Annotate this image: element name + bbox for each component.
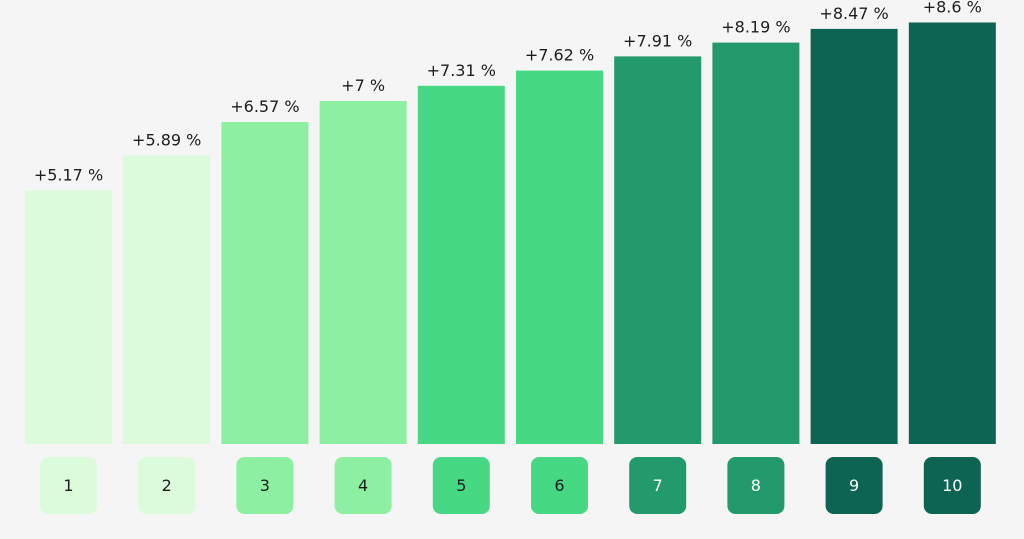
category-label-5: 5 [456, 476, 466, 495]
bar-6 [516, 70, 603, 444]
bar-9 [810, 28, 898, 445]
bar-8 [712, 42, 800, 444]
category-box-8 [727, 457, 785, 514]
category-label-8: 8 [751, 476, 761, 495]
category-label-4: 4 [358, 476, 368, 495]
bar-1 [25, 190, 112, 444]
category-label-7: 7 [653, 476, 663, 495]
category-label-2: 2 [162, 476, 172, 495]
data-label-7: +7.91 % [623, 31, 692, 50]
category-box-7 [629, 457, 687, 514]
bar-3 [221, 122, 309, 444]
bar-7 [614, 56, 702, 445]
bars-group [25, 22, 996, 445]
category-label-1: 1 [63, 476, 73, 495]
data-label-3: +6.57 % [230, 97, 299, 116]
category-box-3 [236, 457, 294, 514]
bar-10 [908, 22, 996, 444]
data-label-9: +8.47 % [819, 4, 888, 23]
category-box-4 [334, 457, 392, 514]
data-label-8: +8.19 % [721, 18, 790, 37]
category-label-9: 9 [849, 476, 859, 495]
data-label-1: +5.17 % [34, 166, 103, 185]
data-label-4: +7 % [341, 76, 385, 95]
category-label-10: 10 [942, 476, 962, 495]
data-label-2: +5.89 % [132, 130, 201, 149]
category-box-6 [531, 457, 588, 514]
category-label-3: 3 [260, 476, 270, 495]
data-labels-group: +5.17 % +5.89 % +6.57 % +7 % +7.31 % +7.62 % +… [34, 0, 982, 185]
bar-4 [319, 101, 407, 444]
category-boxes-group: 1 2 3 4 5 6 7 8 9 10 [40, 457, 981, 514]
category-box-2 [138, 457, 196, 514]
bar-5 [417, 85, 505, 445]
category-box-9 [825, 457, 883, 514]
bar-2 [123, 155, 211, 444]
category-box-5 [432, 457, 490, 514]
category-box-1 [40, 457, 97, 514]
data-label-6: +7.62 % [525, 46, 594, 65]
category-box-10 [923, 457, 981, 514]
data-label-10: +8.6 % [923, 0, 982, 17]
category-label-6: 6 [554, 476, 564, 495]
data-label-5: +7.31 % [427, 61, 496, 80]
